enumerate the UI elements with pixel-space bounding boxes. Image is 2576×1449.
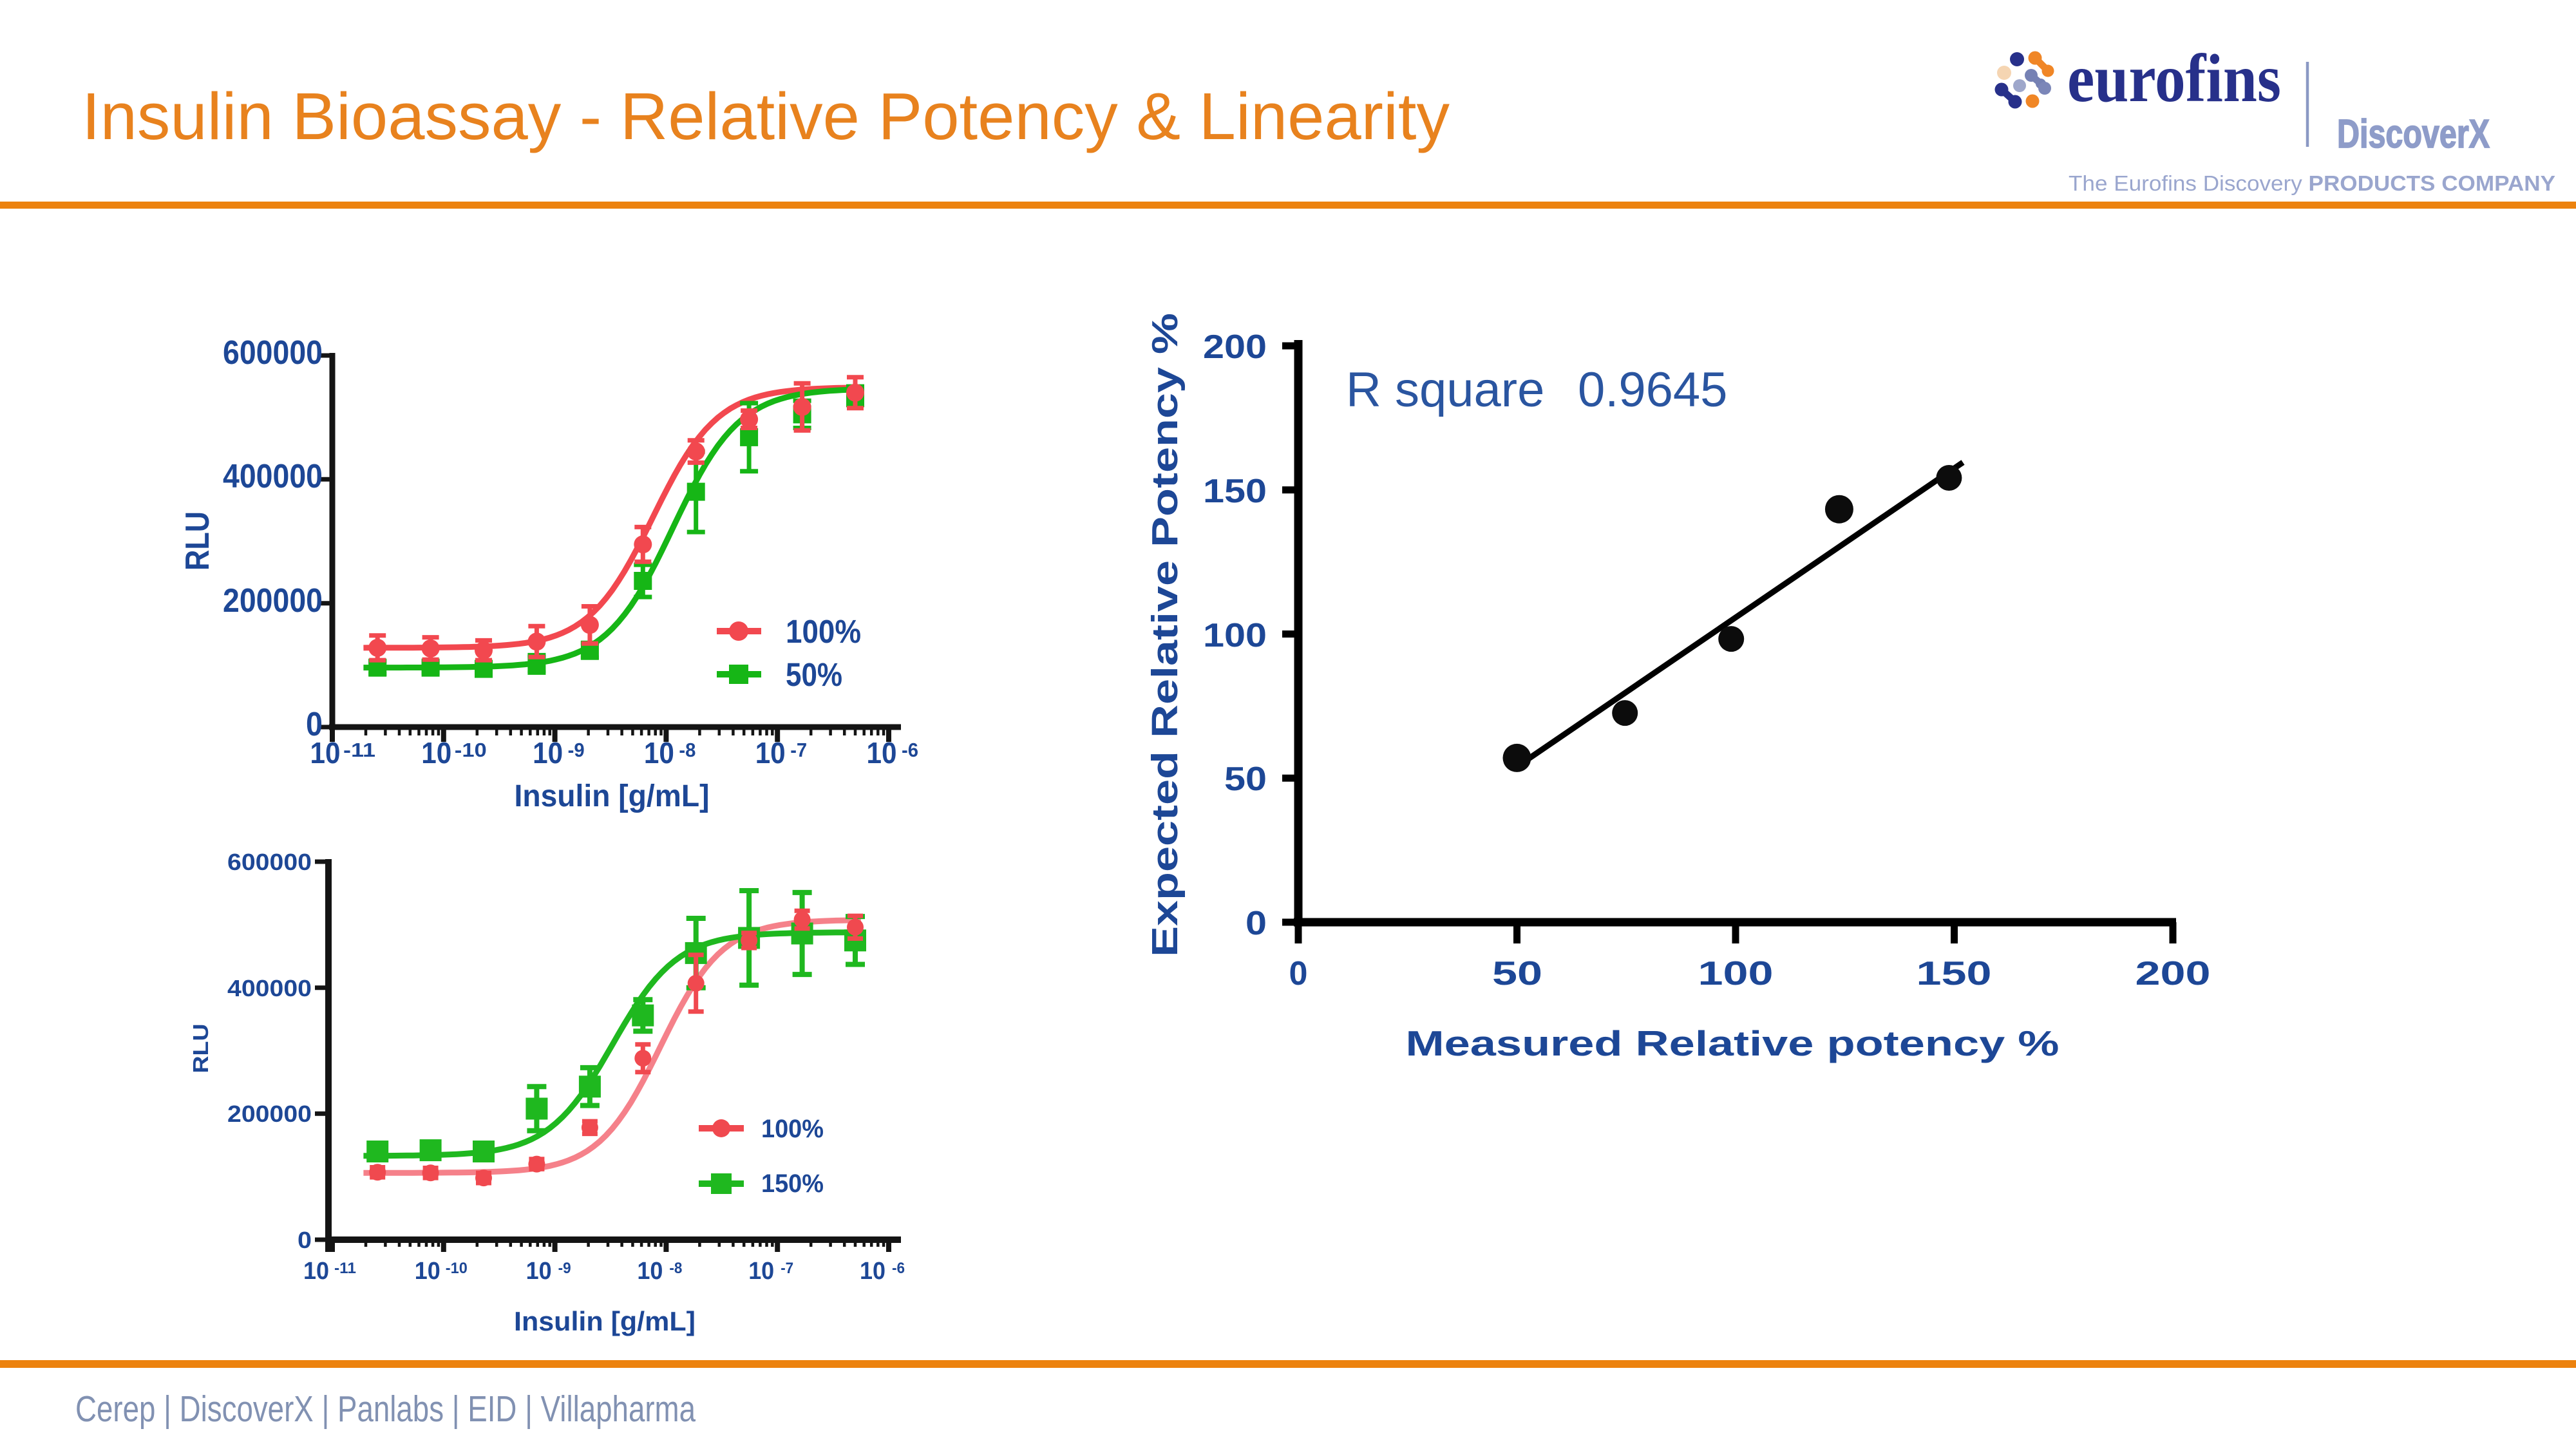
svg-text:RLU: RLU	[179, 511, 216, 571]
svg-text:10: 10	[755, 736, 786, 770]
svg-text:50: 50	[1492, 955, 1542, 992]
svg-text:-6: -6	[892, 1260, 905, 1277]
svg-text:10: 10	[303, 1258, 329, 1285]
svg-text:100%: 100%	[786, 613, 861, 650]
svg-text:Insulin [g/mL]: Insulin [g/mL]	[514, 1306, 696, 1336]
svg-text:-8: -8	[669, 1260, 682, 1277]
svg-text:-7: -7	[790, 739, 807, 761]
svg-text:150: 150	[1203, 473, 1267, 510]
svg-text:-10: -10	[455, 739, 487, 761]
svg-text:10: 10	[637, 1258, 663, 1285]
svg-text:The Eurofins Discovery PRODUCT: The Eurofins Discovery PRODUCTS COMPANY	[2069, 171, 2555, 195]
svg-text:-8: -8	[679, 739, 696, 761]
svg-text:600000: 600000	[227, 849, 312, 875]
svg-text:Expected Relative Potency %: Expected Relative Potency %	[1144, 313, 1186, 957]
svg-text:200: 200	[2136, 955, 2211, 992]
svg-text:-11: -11	[343, 739, 375, 761]
svg-text:Cerep | DiscoverX | Panlabs |: Cerep | DiscoverX | Panlabs | EID | Vill…	[75, 1388, 696, 1430]
svg-text:100: 100	[1203, 617, 1267, 654]
svg-text:10: 10	[415, 1258, 440, 1285]
svg-text:DiscoverX: DiscoverX	[2337, 112, 2490, 156]
svg-text:10: 10	[421, 736, 451, 770]
svg-text:200000: 200000	[223, 582, 323, 620]
svg-text:0.9645: 0.9645	[1578, 363, 1727, 417]
svg-text:10: 10	[533, 736, 563, 770]
svg-text:0: 0	[1289, 955, 1308, 992]
svg-text:150%: 150%	[761, 1170, 824, 1198]
svg-text:Measured Relative potency %: Measured Relative potency %	[1406, 1023, 2060, 1063]
svg-text:10: 10	[867, 736, 897, 770]
svg-text:-7: -7	[781, 1260, 793, 1277]
svg-text:eurofins: eurofins	[2067, 41, 2281, 116]
svg-text:10: 10	[644, 736, 674, 770]
svg-text:R square: R square	[1346, 363, 1544, 417]
svg-text:-10: -10	[446, 1260, 468, 1277]
svg-text:10: 10	[860, 1258, 886, 1285]
svg-text:-9: -9	[558, 1260, 571, 1277]
svg-text:Insulin [g/mL]: Insulin [g/mL]	[515, 779, 710, 813]
svg-text:100: 100	[1698, 955, 1774, 992]
svg-text:-11: -11	[334, 1260, 356, 1277]
svg-text:10: 10	[748, 1258, 774, 1285]
svg-text:10: 10	[526, 1258, 552, 1285]
svg-text:400000: 400000	[227, 975, 312, 1001]
svg-text:-9: -9	[568, 739, 585, 761]
svg-text:100%: 100%	[761, 1115, 824, 1143]
svg-text:150: 150	[1917, 955, 1992, 992]
svg-text:50%: 50%	[786, 656, 842, 693]
svg-text:50: 50	[1224, 761, 1267, 798]
svg-text:0: 0	[306, 706, 323, 743]
svg-text:0: 0	[1245, 905, 1267, 942]
svg-text:-6: -6	[902, 739, 918, 761]
svg-text:10: 10	[310, 736, 341, 770]
svg-text:0: 0	[298, 1227, 312, 1253]
svg-text:200: 200	[1203, 328, 1267, 366]
svg-text:Insulin Bioassay - Relative Po: Insulin Bioassay - Relative Potency & Li…	[82, 79, 1450, 153]
svg-text:RLU: RLU	[189, 1024, 213, 1074]
svg-text:400000: 400000	[223, 458, 323, 495]
svg-text:600000: 600000	[223, 334, 323, 372]
svg-text:200000: 200000	[227, 1101, 312, 1127]
